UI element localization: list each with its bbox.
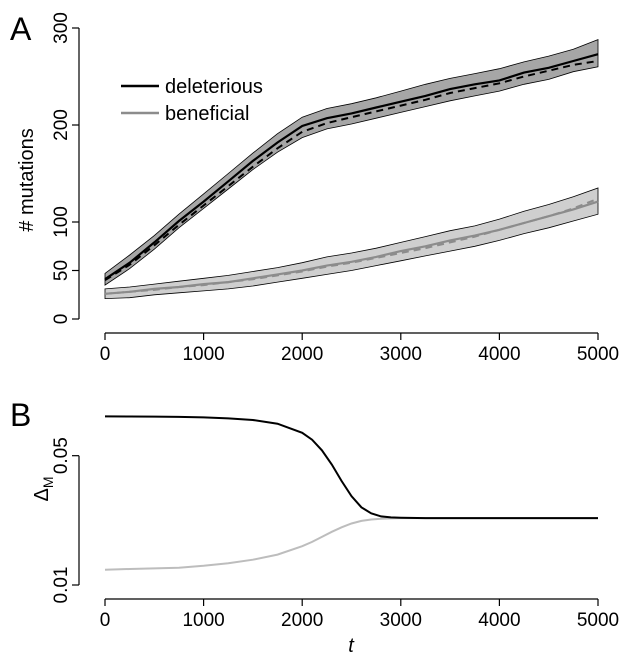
x-tick-label: 3000	[380, 344, 422, 365]
x-tick-label: 5000	[577, 610, 619, 631]
panel-b-letter: B	[10, 397, 31, 433]
x-tick-label: 1000	[182, 344, 224, 365]
panel-a-bands	[104, 39, 599, 300]
y-tick-label: 200	[51, 109, 72, 141]
delta-line-beneficial	[104, 517, 598, 571]
band-beneficial	[104, 187, 599, 300]
panel-b-x-axis-title: t	[348, 635, 355, 655]
panel-b-y-axis-subscript: M	[40, 476, 56, 488]
x-tick-label: 1000	[182, 610, 224, 631]
x-tick-label: 4000	[478, 344, 520, 365]
y-tick-label: 0.05	[51, 437, 72, 474]
y-tick-label: 50	[51, 260, 72, 281]
legend-label-deleterious: deleterious	[165, 76, 263, 98]
panel-a-legend: deleterious beneficial	[121, 76, 263, 125]
x-tick-label: 3000	[380, 610, 422, 631]
panel-b: B ΔM 0.01 0.05 0 1000 2000 3000 4000 5000 t	[10, 397, 619, 655]
x-tick-label: 2000	[281, 344, 323, 365]
x-tick-label: 4000	[478, 610, 520, 631]
expected-line-deleterious	[104, 60, 599, 282]
panel-b-lines	[104, 415, 598, 571]
mean-line-deleterious	[104, 53, 599, 281]
panel-a-lines	[104, 53, 599, 295]
x-tick-label: 5000	[577, 344, 619, 365]
panel-a-letter: A	[10, 11, 32, 47]
y-tick-label: 0.01	[51, 567, 72, 604]
band-deleterious	[104, 39, 599, 286]
x-tick-label: 0	[100, 344, 111, 365]
x-tick-label: 0	[100, 610, 111, 631]
y-tick-label: 300	[51, 12, 72, 44]
panel-a-y-axis-title: # mutations	[16, 128, 38, 231]
legend-label-beneficial: beneficial	[165, 103, 250, 125]
y-tick-label: 0	[51, 314, 72, 325]
y-tick-label: 100	[51, 206, 72, 238]
panel-b-axes: 0.01 0.05 0 1000 2000 3000 4000 5000	[51, 437, 619, 631]
mean-line-beneficial	[104, 200, 599, 295]
panel-b-y-axis-title: ΔM	[31, 476, 56, 501]
panel-b-y-axis-symbol: Δ	[31, 488, 53, 501]
x-tick-label: 2000	[281, 610, 323, 631]
delta-line-deleterious	[104, 415, 598, 520]
